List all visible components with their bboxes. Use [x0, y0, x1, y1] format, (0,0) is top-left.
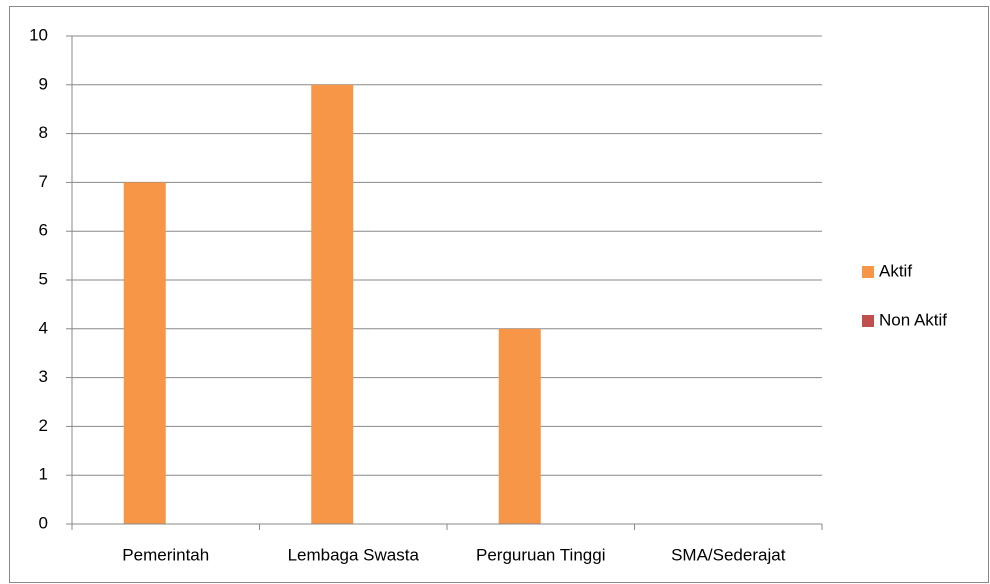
legend-swatch: [862, 315, 874, 327]
legend-label: Aktif: [879, 261, 912, 280]
y-tick-label: 5: [39, 269, 48, 288]
x-tick-label: SMA/Sederajat: [671, 545, 786, 564]
legend-label: Non Aktif: [879, 310, 947, 329]
y-tick-label: 0: [39, 513, 48, 532]
y-tick-label: 2: [39, 416, 48, 435]
x-tick-label: Pemerintah: [122, 545, 209, 564]
y-tick-label: 7: [39, 172, 48, 191]
y-tick-label: 9: [39, 74, 48, 93]
legend-swatch: [862, 266, 874, 278]
bar: [123, 182, 166, 524]
y-tick-label: 1: [39, 465, 48, 484]
y-tick-label: 8: [39, 123, 48, 142]
x-tick-label: Lembaga Swasta: [288, 545, 420, 564]
y-tick-label: 6: [39, 221, 48, 240]
y-tick-label: 10: [29, 25, 48, 44]
bar: [498, 328, 541, 524]
y-tick-label: 3: [39, 367, 48, 386]
y-tick-label: 4: [39, 318, 48, 337]
x-tick-label: Perguruan Tinggi: [476, 545, 605, 564]
bar: [311, 84, 354, 525]
